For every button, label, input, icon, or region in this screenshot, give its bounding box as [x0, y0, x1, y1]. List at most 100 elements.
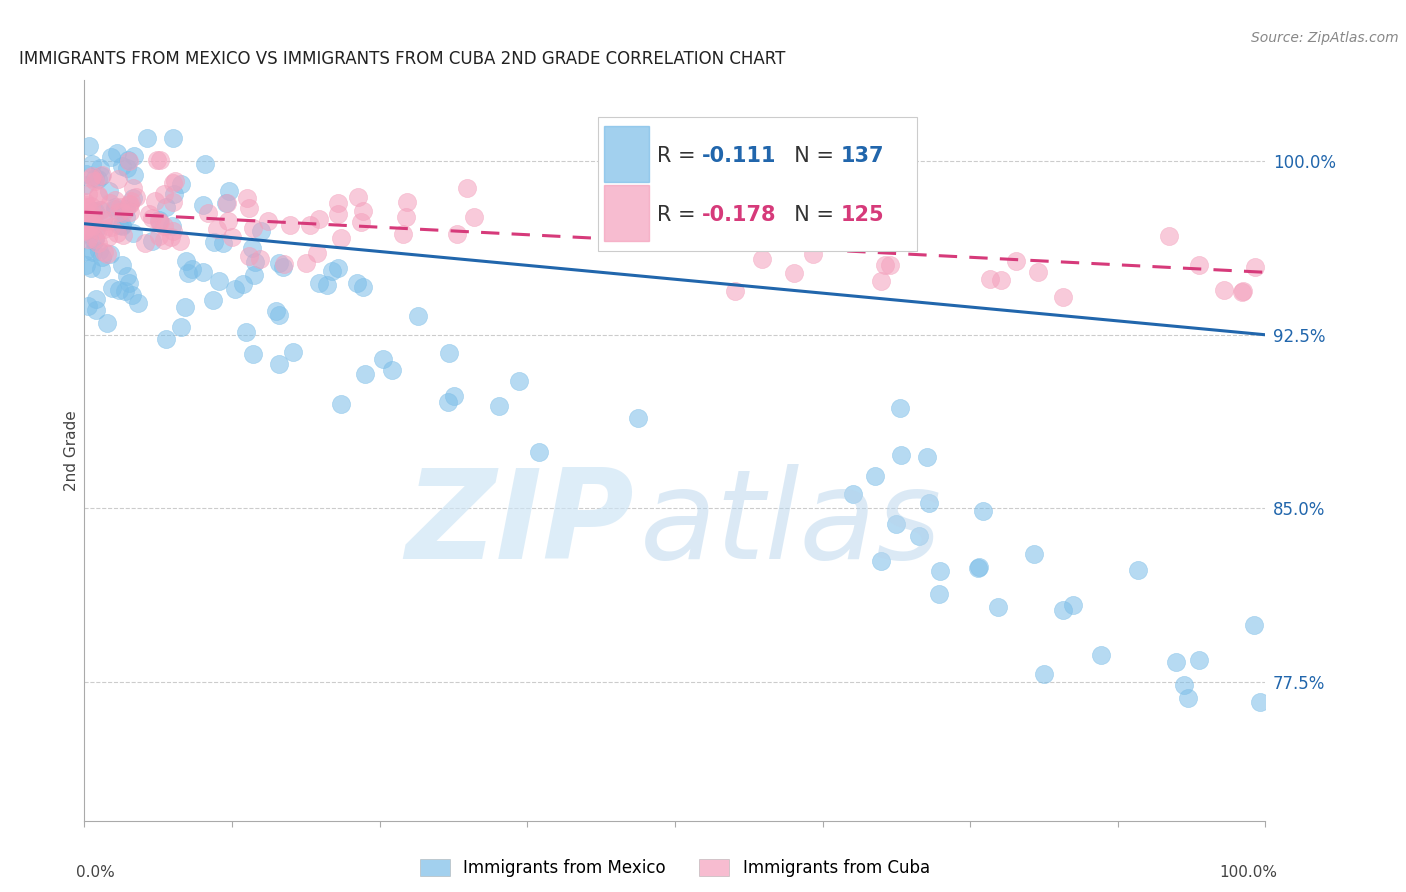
Text: 100.0%: 100.0%: [1219, 865, 1278, 880]
Point: [115, 268, 138, 283]
Point: [84, 174, 107, 188]
Point: [84, 292, 107, 306]
Point: [163, 187, 186, 202]
Point: [108, 205, 131, 219]
Point: [96, 214, 118, 228]
Point: [316, 277, 339, 292]
Point: [79, 211, 101, 226]
Point: [395, 210, 418, 224]
Point: [75, 167, 97, 181]
Point: [205, 222, 228, 236]
Point: [77, 139, 100, 153]
Point: [238, 201, 260, 215]
Point: [870, 274, 893, 288]
Legend: Immigrants from Mexico, Immigrants from Cuba: Immigrants from Mexico, Immigrants from …: [413, 852, 936, 884]
Point: [170, 177, 193, 191]
Point: [1032, 666, 1054, 681]
Point: [73, 244, 96, 258]
Point: [841, 487, 863, 501]
Point: [75, 194, 97, 209]
Point: [162, 131, 184, 145]
Point: [76, 214, 98, 228]
Point: [1164, 656, 1187, 670]
Point: [217, 213, 239, 227]
Point: [98, 185, 121, 199]
Point: [918, 496, 941, 510]
Point: [346, 276, 368, 290]
Point: [396, 195, 419, 210]
Point: [238, 249, 260, 263]
Point: [87, 188, 110, 202]
Text: -0.178: -0.178: [702, 205, 776, 225]
Point: [98, 246, 121, 260]
Point: [269, 256, 291, 270]
Point: [1173, 677, 1195, 691]
Point: [990, 273, 1012, 287]
Point: [91, 213, 114, 227]
Text: ZIP: ZIP: [405, 464, 634, 585]
Point: [79, 209, 101, 223]
Point: [162, 194, 184, 209]
Point: [86, 223, 108, 237]
Point: [218, 184, 240, 198]
Point: [243, 268, 266, 282]
Point: [197, 206, 219, 220]
Point: [803, 211, 825, 226]
Point: [80, 171, 103, 186]
Point: [93, 221, 115, 235]
Point: [90, 251, 112, 265]
Point: [446, 227, 468, 241]
Point: [125, 189, 148, 203]
Point: [848, 225, 870, 239]
Point: [107, 227, 129, 241]
Point: [221, 229, 243, 244]
Point: [149, 215, 172, 229]
Point: [110, 200, 132, 214]
Point: [329, 230, 352, 244]
Point: [122, 168, 145, 182]
Point: [152, 219, 174, 233]
Point: [1249, 695, 1271, 709]
Point: [928, 565, 950, 579]
Text: 137: 137: [841, 145, 884, 166]
Point: [97, 229, 120, 244]
Point: [321, 264, 343, 278]
Text: Source: ZipAtlas.com: Source: ZipAtlas.com: [1251, 31, 1399, 45]
Point: [257, 214, 280, 228]
FancyBboxPatch shape: [605, 126, 650, 182]
Point: [83, 218, 105, 232]
Point: [915, 450, 938, 464]
FancyBboxPatch shape: [605, 186, 650, 241]
Point: [443, 389, 465, 403]
Point: [201, 293, 224, 308]
Point: [1159, 228, 1181, 243]
Point: [243, 255, 266, 269]
Point: [160, 230, 183, 244]
Point: [281, 344, 304, 359]
Point: [107, 218, 129, 232]
Point: [117, 161, 139, 175]
Point: [84, 303, 107, 318]
Point: [748, 208, 770, 222]
Text: R =: R =: [657, 145, 703, 166]
Point: [169, 234, 191, 248]
Y-axis label: 2nd Grade: 2nd Grade: [63, 410, 79, 491]
Text: 125: 125: [841, 205, 884, 225]
Point: [84, 232, 107, 246]
Point: [96, 247, 118, 261]
Point: [117, 153, 139, 168]
Point: [134, 236, 156, 251]
Point: [135, 131, 157, 145]
Point: [264, 304, 287, 318]
Point: [1022, 548, 1045, 562]
Point: [100, 150, 122, 164]
Point: [783, 267, 806, 281]
Point: [153, 187, 176, 202]
Point: [326, 195, 349, 210]
Point: [111, 219, 134, 234]
Point: [93, 245, 115, 260]
Point: [1243, 260, 1265, 274]
Point: [177, 266, 200, 280]
Point: [267, 357, 290, 371]
Point: [162, 176, 184, 190]
